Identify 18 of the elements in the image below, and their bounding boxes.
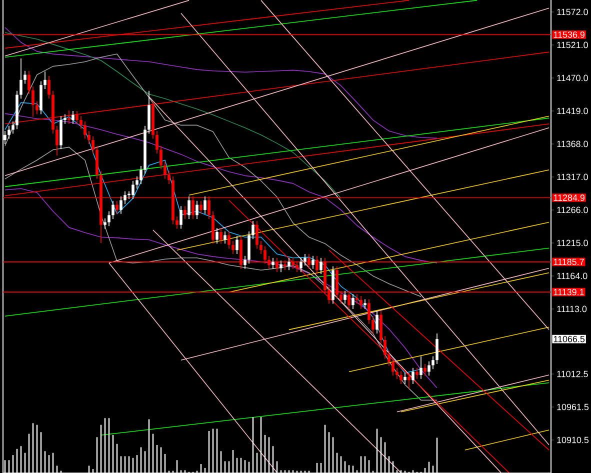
- y-tick-label: 11164.0: [557, 272, 588, 280]
- ref-line-label: 11284.9: [554, 194, 585, 201]
- y-tick-label: 11012.5: [557, 370, 588, 378]
- text: 11066.5: [554, 336, 585, 342]
- ref-line-label: 11139.1: [554, 288, 584, 296]
- y-tick-label: 11572.0: [557, 8, 588, 16]
- y-tick-label: 11470.0: [557, 74, 588, 82]
- y-tick-label: 11215.0: [557, 240, 588, 246]
- y-tick-label: 10961.5: [557, 404, 589, 410]
- y-tick-label: 11113.0: [557, 306, 587, 312]
- ref-line-label: 11185.7: [554, 258, 584, 266]
- ref-line-label: 11536.9: [554, 31, 585, 38]
- y-tick-label: 10910.5: [557, 436, 589, 444]
- y-tick-label: 11521.0: [557, 42, 588, 48]
- y-tick-label: 11266.0: [557, 206, 588, 214]
- y-tick-label: 11419.0: [557, 108, 588, 114]
- y-tick-label: 11368.0: [557, 140, 588, 148]
- y-tick-label: 11317.0: [557, 174, 588, 180]
